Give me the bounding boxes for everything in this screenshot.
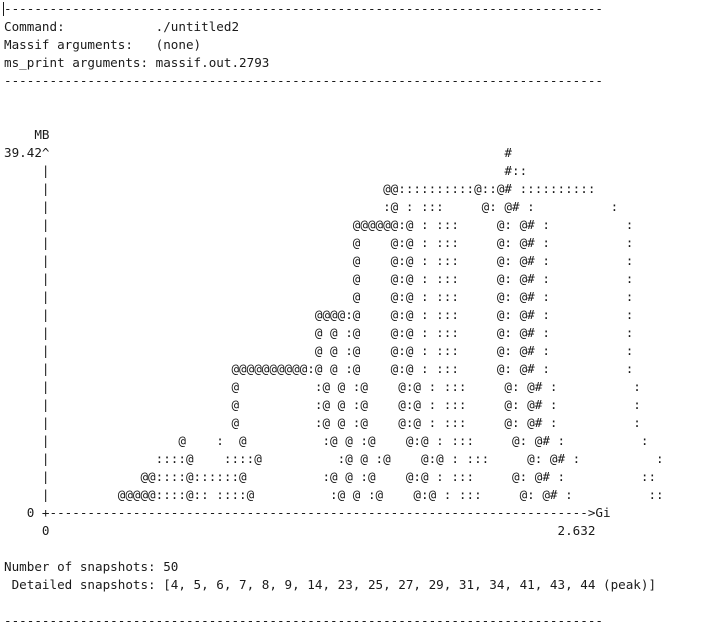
- graph-peak-row: 39.42^ #: [4, 145, 512, 160]
- graph-row: | @@@@@@@@@@:@ @ :@ @:@ : ::: @: @# : :: [4, 361, 634, 376]
- graph-row: | @@::::::::::@::@# ::::::::::: [4, 181, 596, 196]
- graph-row: | ::::@ ::::@ :@ @ :@ @:@ : ::: @: @# : …: [4, 451, 664, 466]
- snapshot-count-line: Number of snapshots: 50: [4, 559, 179, 574]
- blank-line: [4, 540, 713, 558]
- graph-row: | @@@@:@ @:@ : ::: @: @# : :: [4, 307, 634, 322]
- graph-row: | #::: [4, 163, 528, 178]
- blank-line: [4, 108, 713, 126]
- separator-line-bottom: ----------------------------------------…: [4, 613, 603, 628]
- graph-row: | @ @:@ : ::: @: @# : :: [4, 289, 634, 304]
- ms-print-arguments-line: ms_print arguments: massif.out.2793: [4, 55, 270, 70]
- graph-row: | @@::::@::::::@ :@ @ :@ @:@ : ::: @: @#…: [4, 469, 657, 484]
- separator-line-top: ----------------------------------------…: [4, 1, 603, 16]
- command-line: Command: ./untitled2: [4, 19, 240, 34]
- graph-unit-label: MB: [4, 127, 50, 142]
- text-cursor: [3, 2, 4, 16]
- graph-row: | @@@@@::::@:: ::::@ :@ @ :@ @:@ : ::: @…: [4, 487, 664, 502]
- graph-x-axis: 0 +-------------------------------------…: [4, 505, 611, 520]
- graph-row: | :@ : ::: @: @# : :: [4, 199, 619, 214]
- graph-x-axis-labels: 0 2.632: [4, 523, 596, 538]
- graph-row: | @ @:@ : ::: @: @# : :: [4, 235, 634, 250]
- graph-row: | @ @ :@ @:@ : ::: @: @# : :: [4, 325, 634, 340]
- graph-row: | @ :@ @ :@ @:@ : ::: @: @# : :: [4, 415, 641, 430]
- graph-row: | @ :@ @ :@ @:@ : ::: @: @# : :: [4, 379, 641, 394]
- graph-row: | @ @:@ : ::: @: @# : :: [4, 271, 634, 286]
- graph-row: | @ @:@ : ::: @: @# : :: [4, 253, 634, 268]
- graph-row: | @ @ :@ @:@ : ::: @: @# : :: [4, 343, 634, 358]
- blank-line: [4, 594, 713, 612]
- separator-line-header: ----------------------------------------…: [4, 73, 603, 88]
- graph-row: | @ :@ @ :@ @:@ : ::: @: @# : :: [4, 397, 641, 412]
- blank-line: [4, 90, 713, 108]
- graph-row: | @ : @ :@ @ :@ @:@ : ::: @: @# : :: [4, 433, 649, 448]
- detailed-snapshots-line: Detailed snapshots: [4, 5, 6, 7, 8, 9, 1…: [4, 577, 657, 592]
- graph-row: | @@@@@@:@ : ::: @: @# : :: [4, 217, 634, 232]
- massif-arguments-line: Massif arguments: (none): [4, 37, 202, 52]
